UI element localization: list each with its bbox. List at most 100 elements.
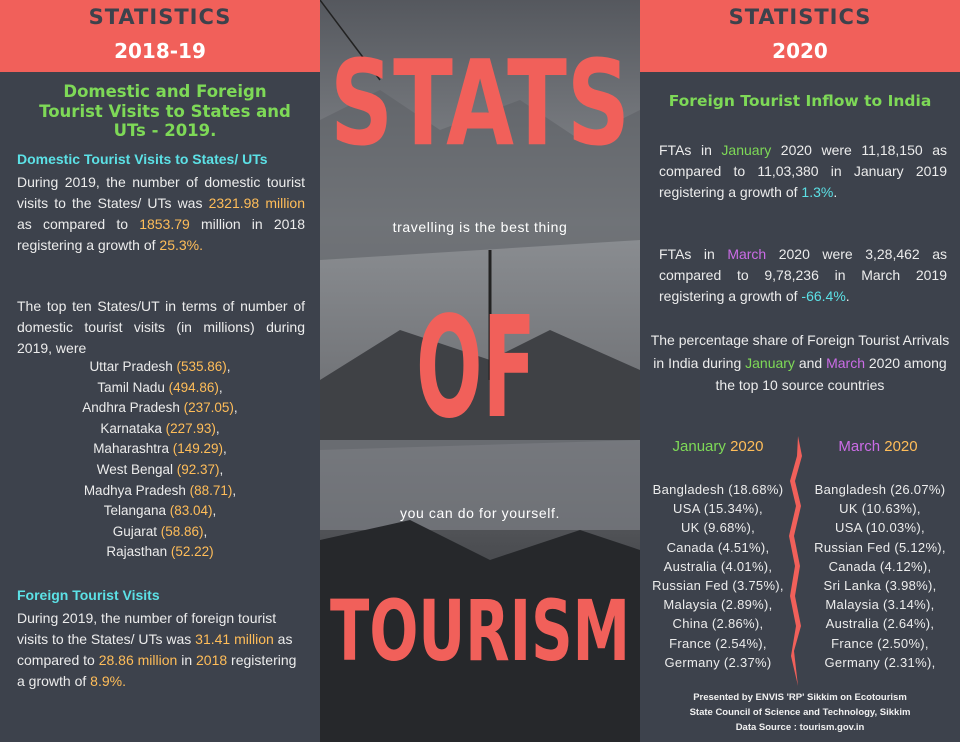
text-segment: Gujarat: [112, 523, 161, 539]
text-segment: Tamil Nadu: [97, 379, 169, 395]
text-segment: (52.22): [170, 544, 214, 560]
list-item: Australia (2.64%),: [825, 616, 935, 632]
text-segment: (535.86): [176, 359, 227, 374]
text-segment: 1853.79: [139, 216, 190, 232]
text-segment: 1.3%: [801, 184, 834, 200]
ranking-list: Uttar Pradesh (535.86), Tamil Nadu (494.8…: [0, 357, 320, 563]
list-item: Bangladesh (18.68%): [652, 482, 784, 497]
text-segment: The percentage share of Foreign Tourist …: [650, 332, 950, 371]
foreground-rocks: [320, 520, 640, 742]
text-segment: FTAs in: [659, 142, 722, 158]
text-segment: and: [794, 354, 827, 371]
list-item: Rajasthan (52.22): [0, 542, 320, 563]
list-item: France (2.54%),: [669, 635, 767, 651]
list-item: Canada (4.12%),: [828, 558, 932, 574]
paragraph: FTAs in January 2020 were 11,18,150 as c…: [659, 140, 947, 203]
list-item: Canada (4.51%),: [666, 539, 770, 555]
cover-word: TOURISM: [330, 582, 630, 680]
section-heading: Domestic and Foreign Tourist Visits to S…: [39, 82, 291, 140]
section-heading: Foreign Tourist Inflow to India: [668, 92, 932, 110]
divider: [789, 436, 802, 686]
text-segment: ,: [233, 400, 238, 416]
text-segment: (227.93): [165, 420, 216, 436]
text-segment: as compared to: [17, 631, 293, 668]
text-segment: 2020: [884, 438, 918, 455]
text-segment: FTAs in: [659, 246, 728, 262]
left-column: STATISTICS 2018-19 Domestic and Foreign …: [0, 0, 320, 742]
text-segment: 8.9%.: [90, 673, 126, 689]
text-segment: 28.86 million: [98, 652, 178, 668]
text-segment: 2321.98 million: [208, 195, 306, 211]
list-item: France (2.50%),: [831, 635, 929, 651]
text-segment: ,: [232, 482, 237, 498]
text-segment: in: [177, 652, 197, 668]
text-segment: 31.41 million: [195, 631, 274, 647]
text-segment: Karnataka: [100, 420, 166, 436]
hill: [320, 330, 640, 450]
text-segment: (58.86): [160, 523, 204, 539]
list-item: Germany (2.37%): [664, 654, 772, 670]
text-segment: 2020 were 11,18,150 as compared to 11,03…: [659, 142, 947, 200]
text-segment: (88.71): [189, 482, 233, 498]
list-item: Australia (4.01%),: [663, 558, 773, 574]
footer: Presented by ENVIS 'RP' Sikkim on Ecotou…: [640, 690, 960, 735]
prayer-line: [320, 0, 381, 81]
text-segment: (494.86): [168, 379, 219, 395]
list-item: USA (10.03%),: [835, 520, 925, 536]
text-segment: January: [721, 142, 772, 158]
paragraph: The percentage share of Foreign Tourist …: [648, 329, 952, 397]
text-segment: ,: [223, 441, 227, 457]
list-title: January 2020: [640, 438, 796, 455]
list-item: Data Source : tourism.gov.in: [735, 722, 865, 733]
list-item: USA (15.34%),: [673, 501, 763, 517]
text-segment: ,: [226, 359, 231, 374]
paragraph: During 2019, the number of domestic tour…: [17, 172, 305, 256]
text-segment: 2020 were 3,28,462 as compared to 9,78,2…: [659, 246, 947, 304]
list-item: Presented by ENVIS 'RP' Sikkim on Ecotou…: [693, 692, 907, 703]
text-segment: 2020: [730, 438, 764, 455]
right-column: STATISTICS 2020 Foreign Tourist Inflow t…: [640, 0, 960, 742]
lake: [320, 440, 640, 530]
cover-word: OF: [416, 287, 536, 450]
text-segment: (83.04): [169, 503, 213, 519]
text-segment: March: [826, 354, 865, 371]
text-segment: ,: [215, 420, 220, 436]
cover-word: STATS: [330, 34, 630, 172]
text-segment: as compared to: [17, 216, 140, 232]
list-item: Germany (2.31%),: [824, 654, 936, 670]
list-item: Gujarat (58.86),: [0, 522, 320, 543]
squiggle: [789, 436, 802, 686]
list-item: Russian Fed (5.12%),: [814, 539, 946, 555]
country-list: Bangladesh (26.07%) UK (10.63%), USA (10.0…: [802, 480, 958, 672]
list-item: Madhya Pradesh (88.71),: [0, 481, 320, 502]
list-item: Andhra Pradesh (237.05),: [0, 398, 320, 419]
text-segment: January: [672, 438, 731, 455]
country-list: Bangladesh (18.68%) USA (15.34%), UK (9.68…: [640, 480, 796, 672]
text-segment: (237.05): [183, 400, 234, 416]
header-year: 2020: [772, 39, 828, 63]
header-band: STATISTICS 2020: [640, 0, 960, 72]
list-item: Telangana (83.04),: [0, 501, 320, 522]
text-segment: Rajasthan: [106, 544, 171, 560]
paragraph: The top ten States/UT in terms of number…: [17, 298, 305, 356]
list-item: Karnataka (227.93),: [0, 419, 320, 440]
list-item: Maharashtra (149.29),: [0, 439, 320, 460]
list-item: Tamil Nadu (494.86),: [0, 378, 320, 399]
text-segment: West Bengal: [96, 461, 177, 477]
text-segment: -66.4%: [801, 288, 846, 304]
list-item: Malaysia (3.14%),: [825, 597, 935, 613]
text-segment: 2020 among the top 10 source countries: [715, 354, 947, 394]
subheading: Foreign Tourist Visits: [17, 587, 160, 603]
text-segment: .: [845, 288, 850, 304]
list-item: Malaysia (2.89%),: [663, 597, 773, 613]
list-item: China (2.86%),: [672, 616, 764, 632]
text-segment: ,: [219, 461, 224, 477]
text-segment: registering a growth of: [17, 652, 297, 689]
text-segment: During 2019, the number of foreign touri…: [17, 610, 277, 647]
list-item: West Bengal (92.37),: [0, 460, 320, 481]
list-item: State Council of Science and Technology,…: [689, 707, 911, 718]
text-segment: ,: [203, 523, 208, 539]
text-segment: January: [745, 354, 795, 371]
subheading: Domestic Tourist Visits to States/ UTs: [17, 151, 268, 167]
